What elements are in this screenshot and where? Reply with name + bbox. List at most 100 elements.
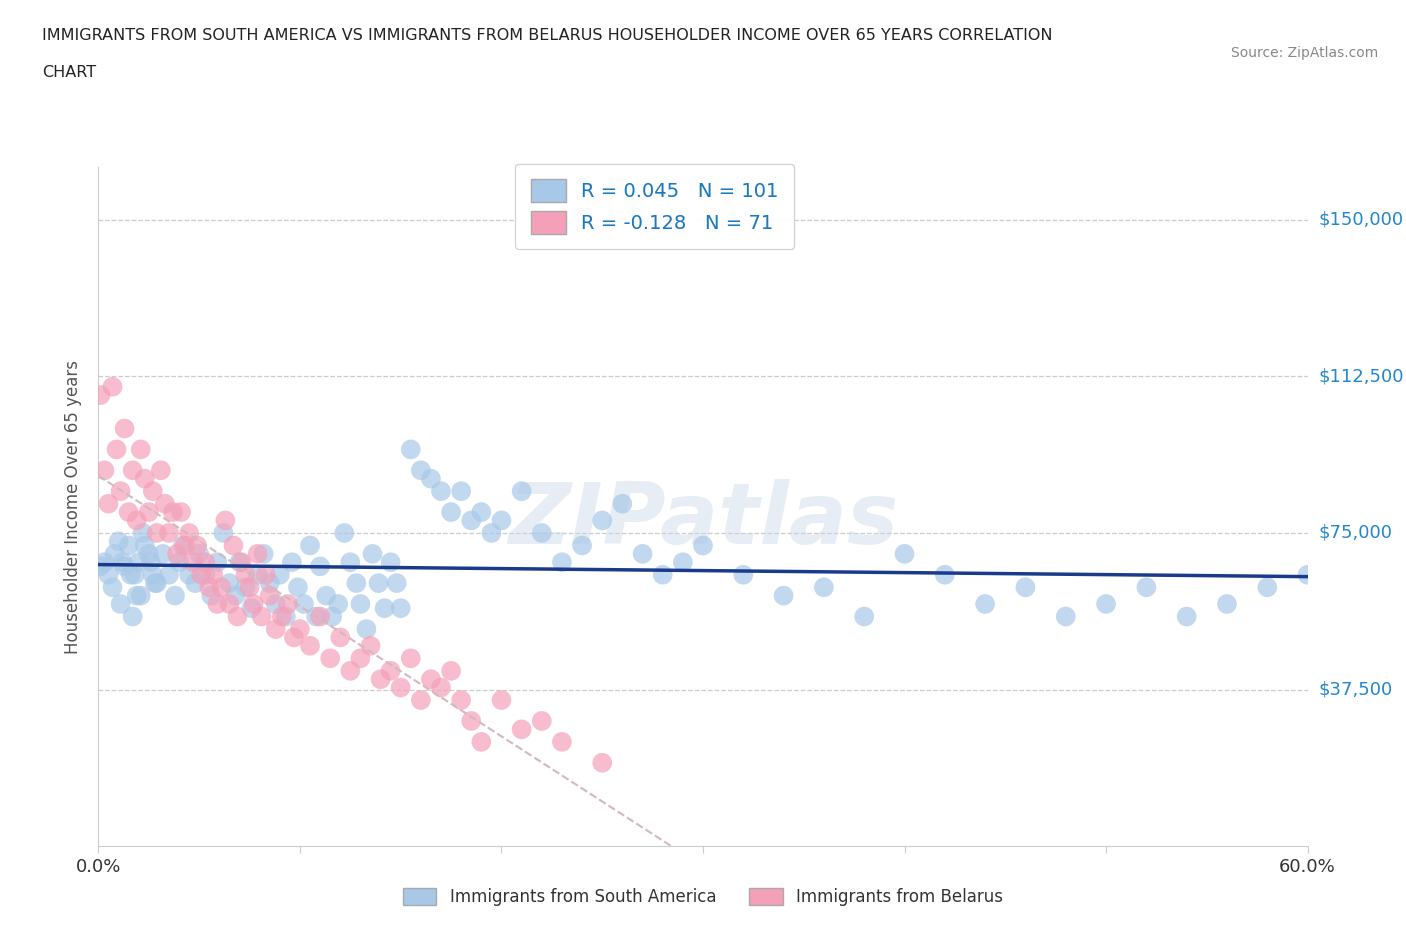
Point — [385, 576, 408, 591]
Point — [121, 463, 143, 478]
Point — [1095, 596, 1118, 611]
Point — [1296, 567, 1319, 582]
Point — [612, 497, 634, 512]
Point — [218, 576, 240, 591]
Point — [259, 588, 281, 603]
Point — [114, 559, 136, 574]
Point — [207, 555, 229, 570]
Point — [360, 638, 382, 653]
Text: $37,500: $37,500 — [1319, 681, 1393, 698]
Point — [399, 442, 422, 457]
Point — [228, 555, 250, 570]
Point — [270, 609, 292, 624]
Point — [571, 538, 593, 553]
Point — [129, 588, 152, 603]
Point — [224, 588, 246, 603]
Point — [89, 388, 111, 403]
Point — [202, 567, 225, 582]
Point — [339, 663, 361, 678]
Point — [813, 579, 835, 594]
Point — [97, 497, 120, 512]
Point — [198, 579, 221, 594]
Point — [170, 505, 193, 520]
Point — [672, 555, 695, 570]
Point — [389, 601, 412, 616]
Point — [356, 621, 378, 636]
Point — [246, 547, 269, 562]
Point — [240, 601, 263, 616]
Text: $112,500: $112,500 — [1319, 367, 1405, 385]
Point — [177, 567, 201, 582]
Point — [470, 735, 492, 750]
Point — [110, 596, 132, 611]
Point — [450, 484, 472, 498]
Point — [114, 421, 136, 436]
Point — [361, 547, 384, 562]
Point — [128, 555, 150, 570]
Point — [264, 596, 287, 611]
Point — [186, 538, 208, 553]
Point — [118, 538, 141, 553]
Point — [93, 463, 115, 478]
Point — [89, 559, 111, 574]
Point — [153, 497, 176, 512]
Point — [299, 538, 322, 553]
Point — [510, 484, 533, 498]
Point — [1014, 579, 1036, 594]
Point — [409, 693, 432, 708]
Point — [239, 579, 262, 594]
Point — [277, 596, 299, 611]
Point — [146, 576, 169, 591]
Point — [166, 547, 188, 562]
Legend: Immigrants from South America, Immigrants from Belarus: Immigrants from South America, Immigrant… — [396, 881, 1010, 912]
Point — [591, 755, 613, 770]
Point — [374, 601, 396, 616]
Point — [430, 484, 453, 498]
Text: CHART: CHART — [42, 65, 96, 80]
Point — [591, 513, 613, 528]
Text: IMMIGRANTS FROM SOUTH AMERICA VS IMMIGRANTS FROM BELARUS HOUSEHOLDER INCOME OVER: IMMIGRANTS FROM SOUTH AMERICA VS IMMIGRA… — [42, 28, 1053, 43]
Point — [893, 547, 915, 562]
Point — [551, 735, 574, 750]
Point — [107, 534, 129, 549]
Point — [111, 555, 134, 570]
Point — [212, 525, 235, 540]
Point — [214, 513, 236, 528]
Point — [292, 596, 315, 611]
Point — [1216, 596, 1239, 611]
Point — [129, 442, 152, 457]
Point — [389, 680, 412, 695]
Point — [124, 567, 146, 582]
Point — [218, 596, 240, 611]
Point — [181, 555, 204, 570]
Point — [299, 638, 322, 653]
Point — [329, 630, 352, 644]
Point — [184, 576, 207, 591]
Point — [101, 379, 124, 394]
Point — [349, 596, 371, 611]
Point — [222, 538, 245, 553]
Point — [246, 567, 269, 582]
Point — [209, 579, 232, 594]
Point — [152, 547, 174, 562]
Point — [772, 588, 794, 603]
Point — [491, 693, 513, 708]
Point — [103, 547, 125, 562]
Point — [440, 505, 463, 520]
Point — [97, 567, 120, 582]
Point — [380, 555, 402, 570]
Point — [177, 525, 201, 540]
Point — [163, 588, 186, 603]
Point — [200, 588, 222, 603]
Point — [344, 576, 367, 591]
Point — [309, 609, 332, 624]
Point — [194, 555, 217, 570]
Point — [287, 579, 309, 594]
Point — [491, 513, 513, 528]
Legend: R = 0.045   N = 101, R = -0.128   N = 71: R = 0.045 N = 101, R = -0.128 N = 71 — [515, 164, 794, 249]
Point — [530, 525, 553, 540]
Point — [399, 651, 422, 666]
Point — [235, 579, 257, 594]
Text: Source: ZipAtlas.com: Source: ZipAtlas.com — [1230, 46, 1378, 60]
Point — [110, 484, 132, 498]
